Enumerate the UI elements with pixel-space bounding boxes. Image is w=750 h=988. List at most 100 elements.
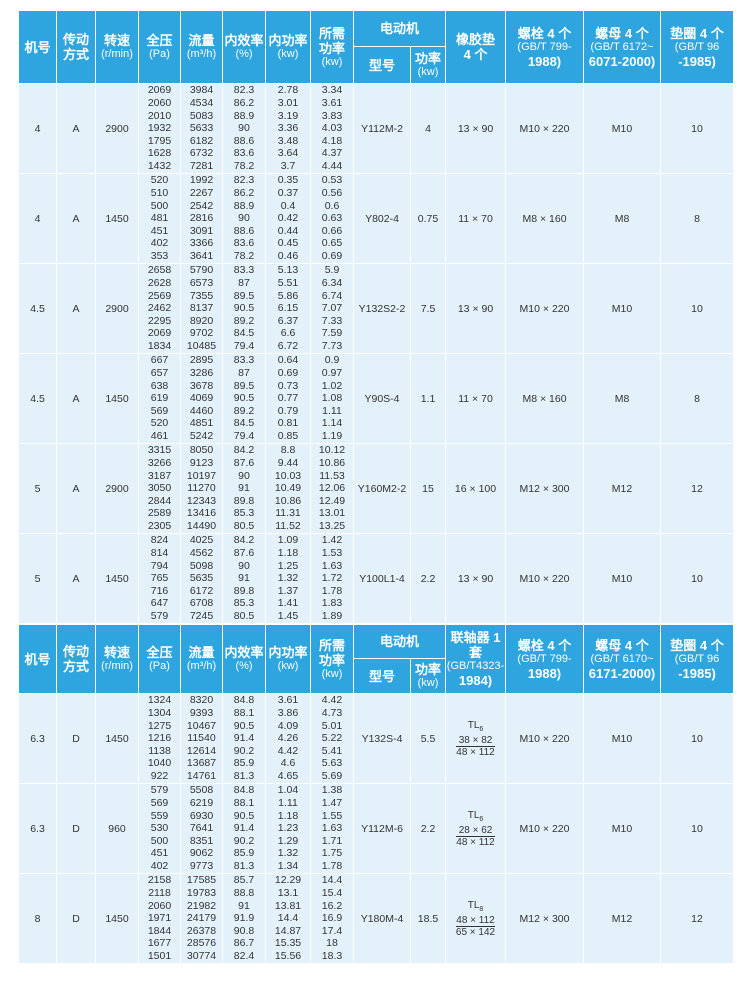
value: 82.3: [233, 174, 255, 187]
value: 1.25: [277, 559, 299, 572]
value: 520: [150, 174, 169, 187]
cell: A: [56, 533, 96, 624]
num-cell: 0.64 0.69 0.73 0.77 0.79 0.81 0.85: [265, 353, 311, 444]
value: 814: [150, 547, 169, 560]
value: 5.22: [321, 732, 343, 745]
cell: 10: [660, 783, 735, 874]
cell: Y132S-4: [353, 693, 411, 784]
header-text: 垫圈 4 个: [670, 25, 724, 41]
value: 90: [238, 559, 250, 572]
header-text: 电动机: [380, 634, 420, 649]
machine: 6.3: [30, 822, 45, 835]
value: 1432: [147, 159, 172, 172]
value: 4460: [189, 404, 214, 417]
cell: 2900: [95, 443, 139, 534]
value: 4.18: [321, 134, 343, 147]
cell: 1450: [95, 873, 139, 964]
value: 84.8: [233, 694, 255, 707]
cell: 4.5: [18, 263, 57, 354]
value: 11270: [187, 482, 216, 495]
value: 9773: [189, 859, 214, 872]
cell: M12: [583, 873, 662, 964]
header-text: (m³/h): [186, 660, 217, 672]
header-row: 机号 传动 方式 转速 (r/min) 全压 (Pa) 流量 (m³/h) 内效率 (%) 内功率 (k…: [18, 624, 735, 694]
header-cell: 转速 (r/min): [95, 10, 139, 84]
num-cell: 2158 2118 2060 1971 1844 1677 1501: [138, 873, 181, 964]
value: 6219: [189, 797, 214, 810]
coupling-bottom: 65 × 142: [455, 926, 496, 938]
cell: 10: [660, 693, 735, 784]
pad: 13 × 90: [457, 122, 494, 135]
bolt: M10 × 220: [519, 822, 570, 835]
data-group: 6.3 D 1450 1324 1304 1275 1216 1138 1040 922 8320 9…: [18, 693, 735, 784]
value: 7.07: [321, 302, 343, 315]
value: 14.4: [321, 874, 343, 887]
value: 4.44: [321, 159, 343, 172]
header-text: (Pa): [149, 660, 170, 672]
value: 6708: [189, 597, 214, 610]
cell: M10 × 220: [505, 693, 585, 784]
value: 8351: [189, 834, 214, 847]
tables: 机号 传动 方式 转速 (r/min) 全压 (Pa) 流量 (m³/h) 内效率 (%) 内功率 (k…: [18, 10, 735, 964]
value: 87.6: [233, 457, 255, 470]
value: 1.38: [321, 784, 343, 797]
pad: 11 × 70: [458, 212, 493, 225]
header-text: 功率: [318, 40, 345, 56]
value: 12.29: [274, 874, 302, 887]
value: 7.73: [321, 339, 343, 352]
value: 2628: [147, 277, 172, 290]
cell: D: [56, 783, 96, 874]
header-text: (kw): [417, 677, 439, 689]
machine: 8: [34, 912, 41, 925]
value: 26378: [186, 924, 217, 937]
value: 81.3: [233, 769, 255, 782]
header-cell: 功率 (kw): [409, 46, 447, 84]
motor-model: Y180M-4: [360, 912, 404, 925]
motor-power: 5.5: [420, 732, 436, 745]
speed: 2900: [105, 302, 129, 315]
num-cell: 5.13 5.51 5.86 6.15 6.37 6.6 6.72: [265, 263, 311, 354]
drive: A: [72, 392, 80, 405]
nut: M12: [611, 482, 633, 495]
header-text: 传动: [62, 32, 89, 47]
header-cell: 螺栓 4 个 (GB/T 799- 1988): [505, 624, 585, 694]
motor-model: Y112M-2: [361, 122, 403, 135]
value: 530: [150, 822, 169, 835]
value: 91: [238, 482, 250, 495]
header-text: (Pa): [149, 48, 170, 60]
value: 1.78: [321, 859, 343, 872]
header-cell: 所需 功率 (kw): [310, 624, 354, 694]
value: 2589: [147, 507, 172, 520]
nut: M10: [611, 572, 633, 585]
value: 5098: [189, 559, 214, 572]
value: 13.01: [318, 507, 346, 520]
value: 2542: [189, 199, 214, 212]
header-cell: 功率 (kw): [409, 658, 447, 694]
bolt: M10 × 220: [519, 732, 570, 745]
value: 4.42: [321, 694, 343, 707]
value: 86.2: [233, 97, 255, 110]
value: 765: [150, 572, 169, 585]
header-text: 4 个: [463, 47, 488, 62]
value: 14.4: [277, 912, 299, 925]
value: 4562: [189, 547, 214, 560]
value: 1.09: [277, 534, 299, 547]
value: 0.35: [277, 174, 299, 187]
machine: 4: [34, 122, 41, 135]
speed: 2900: [105, 482, 129, 495]
value: 78.2: [233, 159, 255, 172]
bolt: M10 × 220: [519, 572, 570, 585]
coupling-top: 48 × 112: [455, 914, 496, 927]
drive: A: [72, 302, 80, 315]
cell: Y112M-6: [353, 783, 411, 874]
num-cell: 0.53 0.56 0.6 0.63 0.66 0.65 0.69: [310, 173, 354, 264]
header-cell: 传动 方式: [56, 10, 96, 84]
coupling-top: 28 × 62: [456, 825, 495, 837]
machine: 6.3: [30, 732, 45, 745]
value: 5.69: [321, 769, 343, 782]
value: 8920: [189, 314, 214, 327]
value: 1.75: [321, 847, 343, 860]
coupling-type: TL: [467, 719, 480, 731]
cell: 4: [409, 83, 447, 174]
value: 11.52: [275, 519, 301, 532]
